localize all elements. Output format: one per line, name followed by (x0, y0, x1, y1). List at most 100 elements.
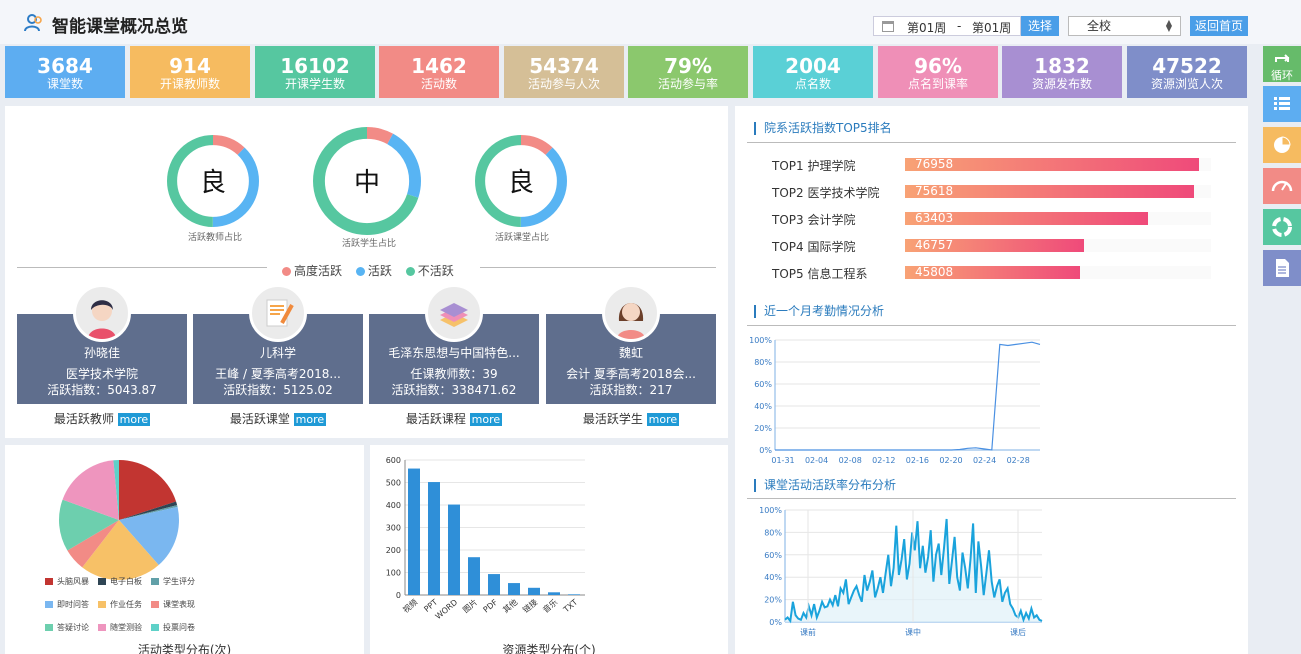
stat-card[interactable]: 2004 点名数 (753, 46, 873, 98)
stat-card[interactable]: 16102 开课学生数 (255, 46, 375, 98)
pie-chart-button[interactable] (1263, 127, 1301, 163)
stat-card[interactable]: 3684 课堂数 (5, 46, 125, 98)
choose-button[interactable]: 选择 (1021, 16, 1059, 36)
pie-legend-item[interactable]: 随堂测验 (98, 622, 142, 633)
stat-card[interactable]: 47522 资源浏览人次 (1127, 46, 1247, 98)
rank-bar (905, 266, 1081, 279)
top-teacher-card[interactable]: 孙晓佳 医学技术学院 活跃指数：5043.87 (17, 314, 187, 404)
week-range-picker[interactable]: 第01周 - 第01周 (873, 16, 1021, 36)
top-course-card[interactable]: 毛泽东思想与中国特色... 任课教师数：39 活跃指数：338471.62 (369, 314, 539, 404)
activity-rate-divider (747, 498, 1236, 499)
legend-swatch (98, 624, 106, 631)
rank-label: TOP4 国际学院 (772, 240, 856, 254)
stat-value: 79% (664, 54, 712, 78)
pie-legend-item[interactable]: 课堂表现 (151, 599, 195, 610)
rank-track: 75618 (905, 185, 1211, 198)
top-student-caption: 最活跃学生 more (546, 410, 716, 427)
rank-track: 76958 (905, 158, 1211, 171)
stat-card[interactable]: 914 开课教师数 (130, 46, 250, 98)
x-tick: 02-24 (973, 456, 996, 465)
pie-slice (82, 520, 159, 580)
bar-x-tick: TXT (561, 598, 579, 615)
stat-value: 16102 (280, 54, 350, 78)
list-view-button[interactable] (1263, 86, 1301, 122)
pie-legend-item[interactable]: 电子白板 (98, 576, 142, 587)
legend-label: 电子白板 (110, 577, 142, 586)
donut-segment (313, 126, 422, 235)
y-tick: 0% (759, 446, 772, 455)
gauge-button[interactable] (1263, 168, 1301, 204)
pie-legend-item[interactable]: 答疑讨论 (45, 622, 89, 633)
stat-value: 914 (169, 54, 211, 78)
stat-value: 96% (914, 54, 962, 78)
donut-segment (474, 135, 567, 228)
bar-mark (428, 482, 440, 595)
top-course-caption: 最活跃课程 more (369, 410, 539, 427)
stat-card[interactable]: 54374 活动参与人次 (504, 46, 624, 98)
attendance-divider (747, 325, 1236, 326)
pie-legend-item[interactable]: 作业任务 (98, 599, 142, 610)
caption-text: 最活跃学生 (582, 412, 643, 426)
donut-chart-button[interactable] (1263, 209, 1301, 245)
back-home-button[interactable]: 返回首页 (1190, 16, 1248, 36)
top-course-index: 活跃指数：338471.62 (391, 383, 517, 397)
more-link[interactable]: more (117, 413, 151, 426)
legend-label: 即时问答 (57, 600, 89, 609)
ranking-title: 院系活跃指数TOP5排名 (754, 122, 892, 135)
stat-card[interactable]: 79% 活动参与率 (628, 46, 748, 98)
y-tick: 80% (764, 528, 782, 537)
legend-swatch (45, 601, 53, 608)
legend-label: 作业任务 (110, 600, 142, 609)
x-tick: 02-16 (906, 456, 929, 465)
rank-bar (905, 185, 1195, 198)
pie-legend-item[interactable]: 投票问卷 (151, 622, 195, 633)
pie-slice (119, 460, 177, 520)
bar-mark (408, 468, 420, 595)
top-classroom-caption: 最活跃课堂 more (193, 410, 363, 427)
more-link[interactable]: more (646, 413, 680, 426)
legend-swatch (45, 624, 53, 631)
donut-grade: 中 (354, 168, 380, 198)
pie-slice (119, 506, 179, 566)
x-tick: 02-20 (939, 456, 962, 465)
donut-caption-classes: 活跃课堂占比 (494, 233, 549, 243)
rank-label: TOP2 医学技术学院 (772, 186, 880, 200)
bar-y-tick: 600 (386, 456, 401, 465)
week-to: 第01周 (972, 21, 1012, 35)
y-tick: 100% (749, 336, 772, 345)
more-link[interactable]: more (469, 413, 503, 426)
activity-rate-title: 课堂活动活跃率分布分析 (754, 479, 896, 492)
x-tick: 01-31 (771, 456, 794, 465)
teacher-avatar-icon (88, 300, 116, 339)
stat-label: 资源发布数 (1031, 77, 1092, 91)
pie-legend-item[interactable]: 学生评分 (151, 576, 195, 587)
top-teacher-caption: 最活跃教师 more (17, 410, 187, 427)
top-student-name: 魏虹 (618, 346, 643, 360)
stat-card[interactable]: 1832 资源发布数 (1002, 46, 1122, 98)
donut-grade: 良 (508, 168, 534, 198)
pie-legend-item[interactable]: 头脑风暴 (45, 576, 89, 587)
loop-button[interactable]: 循环 (1263, 46, 1301, 82)
attendance-line-chart: 0% 20% 40% 60% 80% 100% 01-31 02-04 02-08 02-12 02… (749, 336, 1041, 465)
document-button[interactable] (1263, 250, 1301, 286)
bar-mark (508, 583, 520, 595)
y-tick: 40% (764, 573, 782, 582)
stat-card[interactable]: 96% 点名到课率 (878, 46, 998, 98)
select-arrows-icon: ▲ ▼ (1165, 18, 1172, 33)
attendance-title: 近一个月考勤情况分析 (754, 305, 884, 318)
legend-swatch (151, 601, 159, 608)
top-student-class: 会计 夏季高考2018会... (566, 367, 696, 381)
page-title: 智能课堂概况总览 (52, 17, 188, 37)
stat-card[interactable]: 1462 活动数 (379, 46, 499, 98)
more-link[interactable]: more (293, 413, 327, 426)
bar-y-tick: 400 (386, 501, 401, 510)
rank-track: 46757 (905, 239, 1211, 252)
pie-legend-item[interactable]: 即时问答 (45, 599, 89, 610)
pie-slice (119, 505, 178, 520)
school-select[interactable]: 全校 ▲ ▼ (1068, 16, 1181, 36)
stat-value: 1832 (1034, 54, 1090, 78)
bar-x-tick: 其他 (501, 597, 520, 615)
stat-value: 1462 (411, 54, 467, 78)
donut-legend: 高度活跃 活跃 不活跃 (272, 262, 454, 279)
x-tick: 课前 (800, 627, 816, 637)
